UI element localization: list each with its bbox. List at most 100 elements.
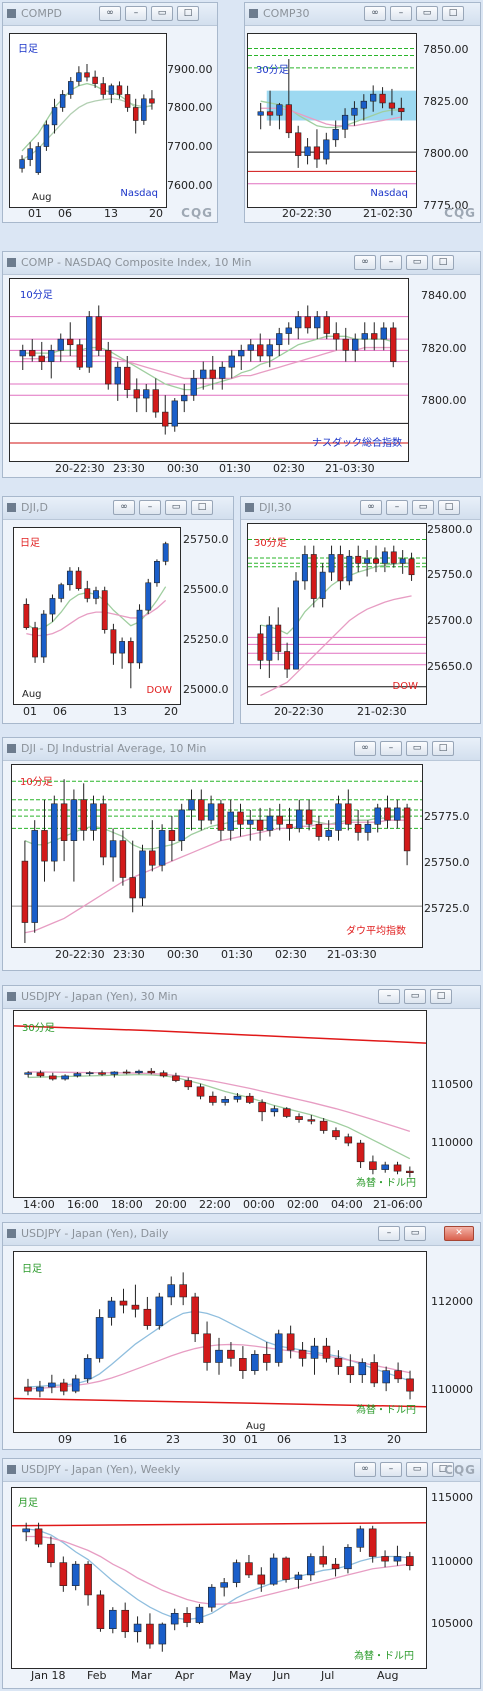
candle-body <box>129 877 136 899</box>
chart-plot[interactable]: 10分足 ダウ平均指数 <box>11 764 423 948</box>
minimize-button[interactable]: – <box>378 989 400 1004</box>
window-title: DJI,30 <box>259 501 292 514</box>
title-bar[interactable]: USDJPY - Japan (Yen), Daily – ▭ ✕ <box>3 1223 480 1246</box>
minimize-button[interactable]: – <box>139 500 161 515</box>
minimize-button[interactable]: – <box>386 500 408 515</box>
candle-body <box>215 1349 223 1363</box>
maximize-button[interactable]: □ <box>177 6 199 21</box>
window-compd[interactable]: COMPD ∞ – ▭ □ 日足 Nasdaq Aug 7900.00 7800… <box>2 2 218 223</box>
candle-body <box>307 1556 315 1576</box>
moving-average-line <box>26 1535 410 1605</box>
candle-body <box>136 609 143 664</box>
chart-plot[interactable]: 月足 為替・ドル円 <box>11 1487 427 1669</box>
candle-body <box>162 543 169 562</box>
maximize-button[interactable]: □ <box>432 1462 454 1477</box>
link-button[interactable]: ∞ <box>113 500 135 515</box>
restore-button[interactable]: ▭ <box>404 989 426 1004</box>
link-button[interactable]: ∞ <box>354 741 376 756</box>
candle-body <box>355 555 362 564</box>
candle-body <box>131 1304 140 1310</box>
title-bar[interactable]: COMP - NASDAQ Composite Index, 10 Min ∞ … <box>3 252 480 275</box>
candle-body <box>307 1119 316 1122</box>
restore-button[interactable]: ▭ <box>404 1226 426 1241</box>
window-comp30[interactable]: COMP30 ∞ – ▭ □ 30分足 Nasdaq 7850.00 7825.… <box>244 2 481 223</box>
chart-plot[interactable]: 30分足 為替・ドル円 <box>13 1010 427 1198</box>
window-dji-daily[interactable]: DJI,D ∞ – ▭ □ 日足 DOW Aug 25750.0 25500.0… <box>2 496 234 724</box>
minimize-button[interactable]: – <box>378 1226 400 1241</box>
candle-body <box>119 1300 128 1306</box>
window-usdjpy-30min[interactable]: USDJPY - Japan (Yen), 30 Min – ▭ □ 30分足 … <box>2 985 481 1214</box>
period-label: 10分足 <box>20 777 53 788</box>
candle-body <box>221 1099 229 1103</box>
candle-body <box>135 1070 143 1074</box>
minimize-button[interactable]: – <box>380 1462 402 1477</box>
candle-body <box>228 355 235 368</box>
minimize-button[interactable]: – <box>380 255 402 270</box>
candle-body <box>133 1623 142 1633</box>
price-label: 7825.00 <box>423 95 469 108</box>
maximize-button[interactable]: □ <box>430 989 452 1004</box>
chart-plot[interactable]: 30分足 Nasdaq <box>247 33 417 208</box>
candle-body <box>31 830 38 923</box>
maximize-button[interactable]: □ <box>432 741 454 756</box>
candle-body <box>58 584 65 599</box>
time-axis: 20-22:30 23:30 00:30 01:30 02:30 21-03:3… <box>3 461 482 478</box>
maximize-button[interactable]: □ <box>442 6 464 21</box>
title-bar[interactable]: DJI,30 ∞ – ▭ □ <box>241 497 480 520</box>
candle-body <box>133 389 140 399</box>
candle-body <box>143 1308 152 1326</box>
candle-body <box>41 830 48 862</box>
title-bar[interactable]: DJI - DJ Industrial Average, 10 Min ∞ – … <box>3 738 480 761</box>
candle-body <box>38 355 45 362</box>
window-dji-10min[interactable]: DJI - DJ Industrial Average, 10 Min ∞ – … <box>2 737 481 971</box>
time-label: 21-02:30 <box>363 207 413 220</box>
minimize-button[interactable]: – <box>125 6 147 21</box>
minimize-button[interactable]: – <box>380 741 402 756</box>
close-button[interactable]: ✕ <box>444 1226 474 1241</box>
window-usdjpy-weekly[interactable]: USDJPY - Japan (Yen), Weekly ∞ – ▭ □ 月足 … <box>2 1458 481 1689</box>
restore-button[interactable]: ▭ <box>165 500 187 515</box>
chart-plot[interactable]: 30分足 DOW <box>247 523 427 705</box>
minimize-button[interactable]: – <box>390 6 412 21</box>
candle-body <box>233 1095 242 1100</box>
candle-body <box>24 1072 32 1075</box>
candle-body <box>109 1609 117 1629</box>
link-button[interactable]: ∞ <box>364 6 386 21</box>
title-bar[interactable]: DJI,D ∞ – ▭ □ <box>3 497 233 520</box>
chart-plot[interactable]: 10分足 ナスダック総合指数 <box>9 278 409 462</box>
candle-body <box>374 807 381 825</box>
time-label: 14:00 <box>23 1198 55 1211</box>
maximize-button[interactable]: □ <box>432 255 454 270</box>
title-bar[interactable]: USDJPY - Japan (Yen), Weekly ∞ – ▭ □ <box>3 1459 480 1482</box>
window-comp-10min[interactable]: COMP - NASDAQ Composite Index, 10 Min ∞ … <box>2 251 481 478</box>
title-bar[interactable]: COMPD ∞ – ▭ □ <box>3 3 217 26</box>
title-bar[interactable]: COMP30 ∞ – ▭ □ <box>245 3 480 26</box>
link-button[interactable]: ∞ <box>354 1462 376 1477</box>
link-button[interactable]: ∞ <box>99 6 121 21</box>
window-dji-30[interactable]: DJI,30 ∞ – ▭ □ 30分足 DOW 25800.0 25750.0 … <box>240 496 481 724</box>
window-title: COMP30 <box>263 7 310 20</box>
candle-body <box>155 1296 164 1326</box>
candle-body <box>256 819 264 831</box>
restore-button[interactable]: ▭ <box>151 6 173 21</box>
chart-plot[interactable]: 日足 為替・ドル円 Aug <box>13 1251 427 1433</box>
candle-body <box>27 148 33 160</box>
candle-body <box>35 146 42 173</box>
restore-button[interactable]: ▭ <box>406 1462 428 1477</box>
candle-body <box>23 603 30 629</box>
maximize-button[interactable]: □ <box>438 500 460 515</box>
link-button[interactable]: ∞ <box>360 500 382 515</box>
restore-button[interactable]: ▭ <box>412 500 434 515</box>
restore-button[interactable]: ▭ <box>416 6 438 21</box>
chart-plot[interactable]: 日足 DOW Aug <box>13 527 181 705</box>
candle-body <box>344 1546 352 1570</box>
candle-body <box>83 1358 92 1380</box>
title-bar[interactable]: USDJPY - Japan (Yen), 30 Min – ▭ □ <box>3 986 480 1009</box>
restore-button[interactable]: ▭ <box>406 255 428 270</box>
window-usdjpy-daily[interactable]: USDJPY - Japan (Yen), Daily – ▭ ✕ 日足 為替・… <box>2 1222 481 1450</box>
maximize-button[interactable]: □ <box>191 500 213 515</box>
restore-button[interactable]: ▭ <box>406 741 428 756</box>
chart-plot[interactable]: 日足 Nasdaq Aug <box>9 33 167 208</box>
candle-body <box>116 85 123 95</box>
link-button[interactable]: ∞ <box>354 255 376 270</box>
